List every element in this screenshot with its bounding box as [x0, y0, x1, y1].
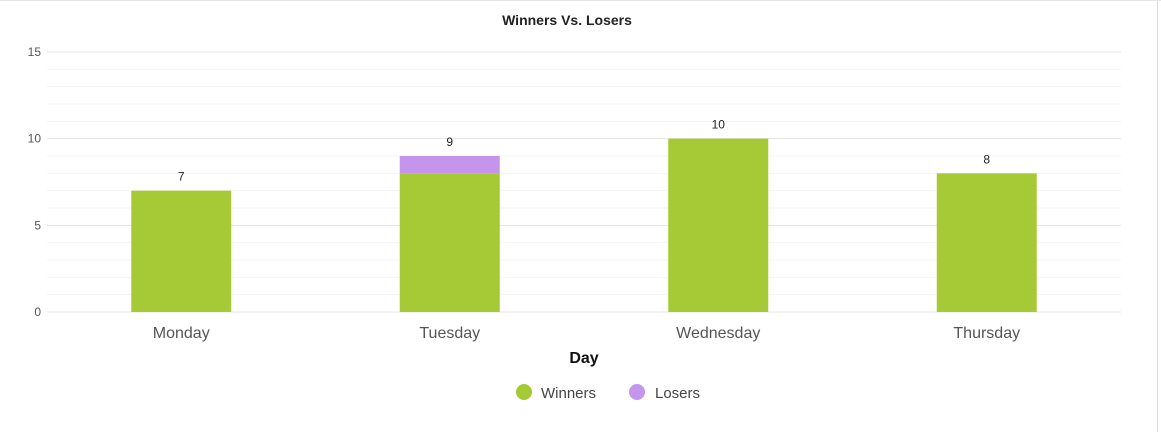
legend: Winners Losers	[516, 384, 700, 402]
x-axis-label: Day	[569, 350, 598, 367]
bar-losers-tuesday[interactable]	[399, 156, 500, 174]
data-label: 10	[712, 118, 726, 132]
bar-winners-monday[interactable]	[131, 190, 232, 312]
data-label: 9	[446, 135, 453, 149]
legend-label-losers[interactable]: Losers	[655, 385, 700, 402]
y-tick-label: 0	[34, 305, 41, 319]
data-labels: 7 9 10 8	[178, 118, 991, 184]
chart-title: Winners Vs. Losers	[502, 12, 632, 28]
panel-border	[1157, 1, 1158, 432]
legend-marker-winners[interactable]	[516, 384, 532, 400]
legend-label-winners[interactable]: Winners	[541, 385, 596, 402]
data-label: 8	[983, 152, 990, 166]
y-tick-label: 15	[28, 45, 42, 59]
y-tick-label: 10	[28, 132, 42, 146]
bar-winners-wednesday[interactable]	[668, 138, 769, 312]
x-tick-label: Monday	[153, 325, 210, 342]
y-axis-ticks: 0 5 10 15	[28, 45, 42, 319]
bars	[131, 138, 1037, 312]
x-axis-ticks: Monday Tuesday Wednesday Thursday	[153, 325, 1020, 342]
x-tick-label: Tuesday	[419, 325, 480, 342]
x-tick-label: Thursday	[953, 325, 1020, 342]
x-tick-label: Wednesday	[676, 325, 760, 342]
data-label: 7	[178, 170, 185, 184]
legend-marker-losers[interactable]	[629, 384, 645, 400]
y-tick-label: 5	[34, 218, 41, 232]
bar-winners-tuesday[interactable]	[399, 173, 500, 312]
bar-winners-thursday[interactable]	[936, 173, 1037, 312]
